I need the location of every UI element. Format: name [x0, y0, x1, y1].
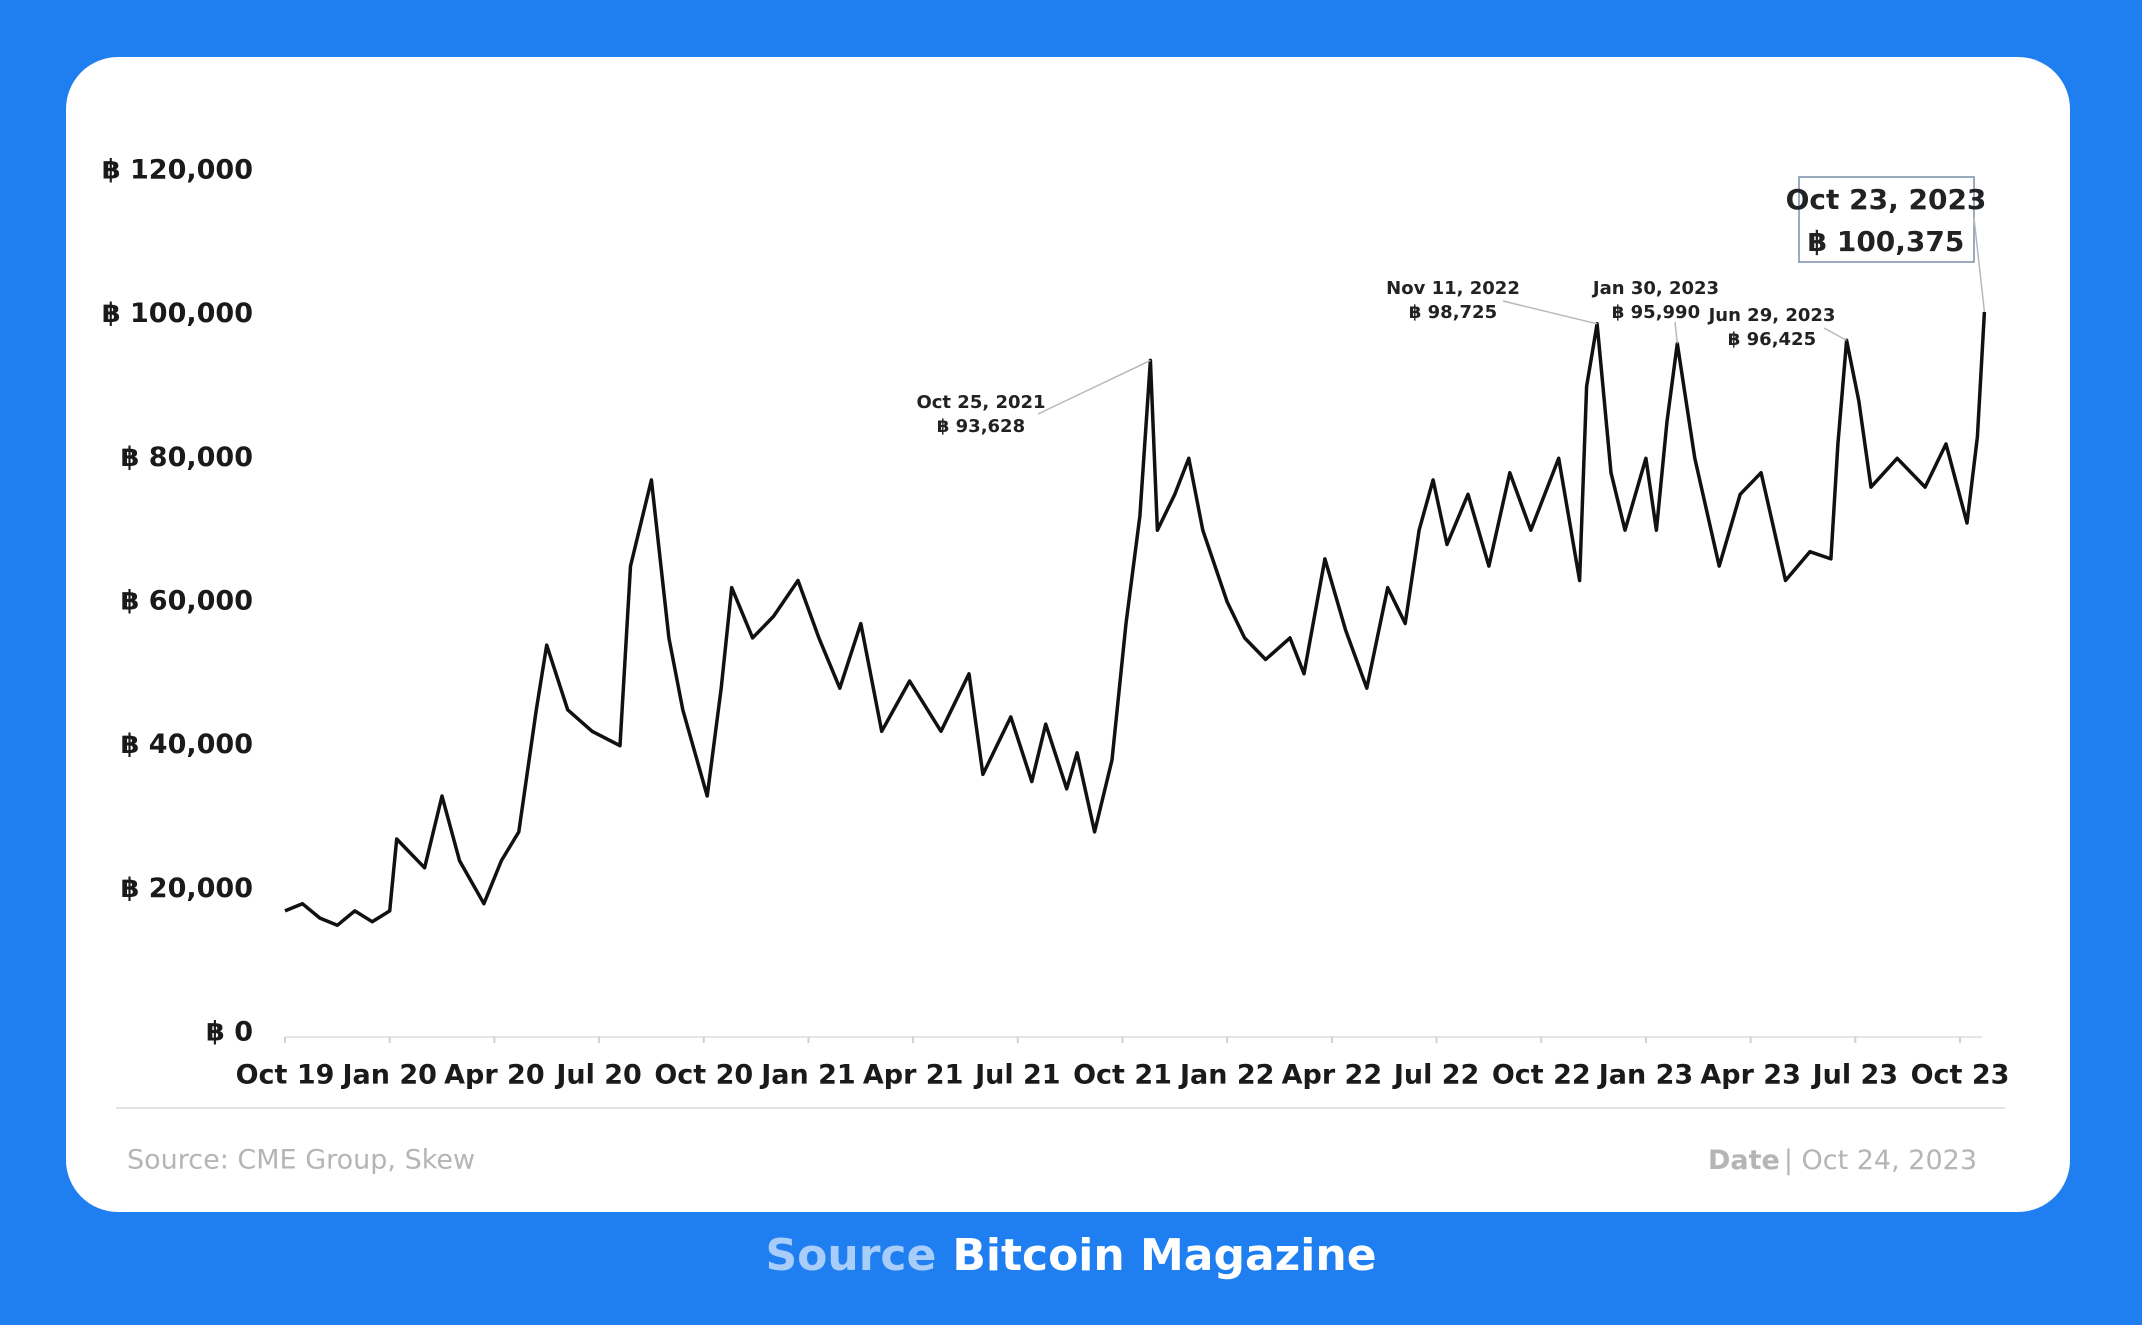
y-tick-label: ฿ 100,000 — [102, 298, 253, 329]
x-tick-label: Jul 20 — [554, 1060, 642, 1091]
annotation-leader — [1823, 327, 1847, 342]
annotation-date: Oct 23, 2023 — [1786, 183, 1987, 216]
annotation-value: ฿ 100,375 — [1808, 225, 1965, 258]
x-tick-label: Apr 22 — [1282, 1060, 1383, 1091]
x-tick-label: Oct 19 — [236, 1060, 335, 1091]
y-tick-label: ฿ 40,000 — [121, 729, 253, 760]
x-tick-label: Oct 22 — [1492, 1060, 1591, 1091]
y-tick-label: ฿ 80,000 — [121, 442, 253, 473]
source-note: Source: CME Group, Skew — [127, 1145, 475, 1176]
footer-publisher: Bitcoin Magazine — [952, 1230, 1376, 1281]
annotation-date: Jan 30, 2023 — [1591, 278, 1719, 299]
footer-source: Source — [765, 1230, 936, 1281]
y-tick-label: ฿ 0 — [206, 1017, 253, 1048]
x-tick-label: Apr 23 — [1700, 1060, 1801, 1091]
annotation-leader — [1037, 359, 1151, 415]
card — [66, 57, 2070, 1212]
date-value: | Oct 24, 2023 — [1784, 1145, 1977, 1176]
annotation-date: Jun 29, 2023 — [1707, 305, 1836, 326]
annotation-value: ฿ 93,628 — [937, 416, 1025, 437]
date-label: Date — [1708, 1145, 1780, 1176]
y-tick-label: ฿ 20,000 — [121, 873, 253, 904]
y-tick-label: ฿ 60,000 — [121, 586, 253, 617]
annotation-date: Oct 25, 2021 — [916, 392, 1045, 413]
x-tick-label: Oct 21 — [1073, 1060, 1172, 1091]
x-tick-label: Apr 21 — [863, 1060, 964, 1091]
x-tick-label: Jul 23 — [1811, 1060, 1899, 1091]
x-tick-label: Jul 21 — [973, 1060, 1061, 1091]
y-tick-label: ฿ 120,000 — [102, 155, 253, 186]
annotation-value: ฿ 96,425 — [1728, 329, 1816, 350]
annotation-leader — [1674, 321, 1679, 344]
annotation-date: Nov 11, 2022 — [1386, 278, 1520, 299]
x-tick-label: Apr 20 — [444, 1060, 545, 1091]
x-tick-label: Jan 20 — [340, 1060, 436, 1091]
footer-credit: Source Bitcoin Magazine — [765, 1230, 1376, 1281]
annotation-leader — [1502, 300, 1598, 325]
x-tick-label: Jul 22 — [1392, 1060, 1480, 1091]
x-tick-label: Oct 23 — [1911, 1060, 2010, 1091]
x-tick-label: Jan 23 — [1597, 1060, 1693, 1091]
data-line — [284, 311, 1987, 928]
annotation-box — [1798, 176, 1975, 263]
x-tick-label: Jan 22 — [1178, 1060, 1274, 1091]
x-tick-label: Oct 20 — [654, 1060, 753, 1091]
date-note: Date | Oct 24, 2023 — [1708, 1145, 1977, 1176]
annotation-leader — [1973, 217, 1986, 313]
x-tick-label: Jan 21 — [759, 1060, 855, 1091]
annotation-value: ฿ 95,990 — [1612, 302, 1700, 323]
annotation-value: ฿ 98,725 — [1409, 302, 1497, 323]
